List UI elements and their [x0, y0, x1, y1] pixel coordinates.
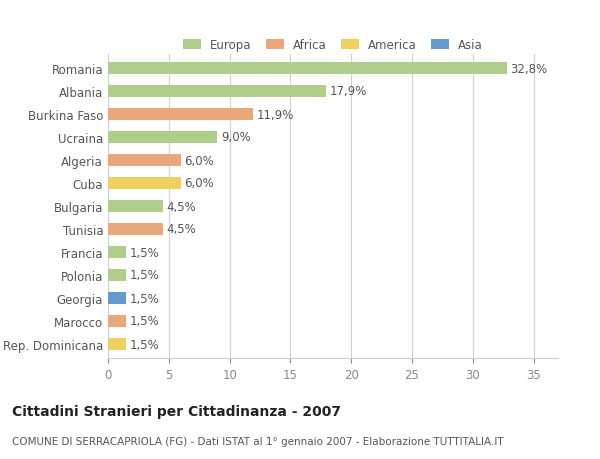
- Bar: [108, 154, 181, 167]
- Bar: [108, 338, 126, 351]
- Text: 6,0%: 6,0%: [185, 154, 214, 167]
- Text: 1,5%: 1,5%: [130, 292, 160, 305]
- Text: 1,5%: 1,5%: [130, 315, 160, 328]
- Text: 1,5%: 1,5%: [130, 246, 160, 259]
- Text: 11,9%: 11,9%: [256, 108, 294, 121]
- Bar: [108, 223, 163, 236]
- Text: 9,0%: 9,0%: [221, 131, 251, 144]
- Bar: [108, 246, 126, 259]
- Text: Cittadini Stranieri per Cittadinanza - 2007: Cittadini Stranieri per Cittadinanza - 2…: [12, 404, 341, 418]
- Bar: [108, 200, 163, 213]
- Text: 1,5%: 1,5%: [130, 338, 160, 351]
- Text: 1,5%: 1,5%: [130, 269, 160, 282]
- Text: 32,8%: 32,8%: [511, 62, 548, 75]
- Text: 6,0%: 6,0%: [185, 177, 214, 190]
- Text: COMUNE DI SERRACAPRIOLA (FG) - Dati ISTAT al 1° gennaio 2007 - Elaborazione TUTT: COMUNE DI SERRACAPRIOLA (FG) - Dati ISTA…: [12, 436, 503, 446]
- Text: 17,9%: 17,9%: [329, 85, 367, 98]
- Legend: Europa, Africa, America, Asia: Europa, Africa, America, Asia: [181, 37, 485, 55]
- Bar: [108, 131, 217, 144]
- Bar: [108, 108, 253, 121]
- Bar: [108, 85, 326, 98]
- Text: 4,5%: 4,5%: [166, 223, 196, 236]
- Text: 4,5%: 4,5%: [166, 200, 196, 213]
- Bar: [108, 315, 126, 328]
- Bar: [108, 292, 126, 305]
- Bar: [108, 269, 126, 282]
- Bar: [108, 177, 181, 190]
- Bar: [108, 62, 507, 75]
